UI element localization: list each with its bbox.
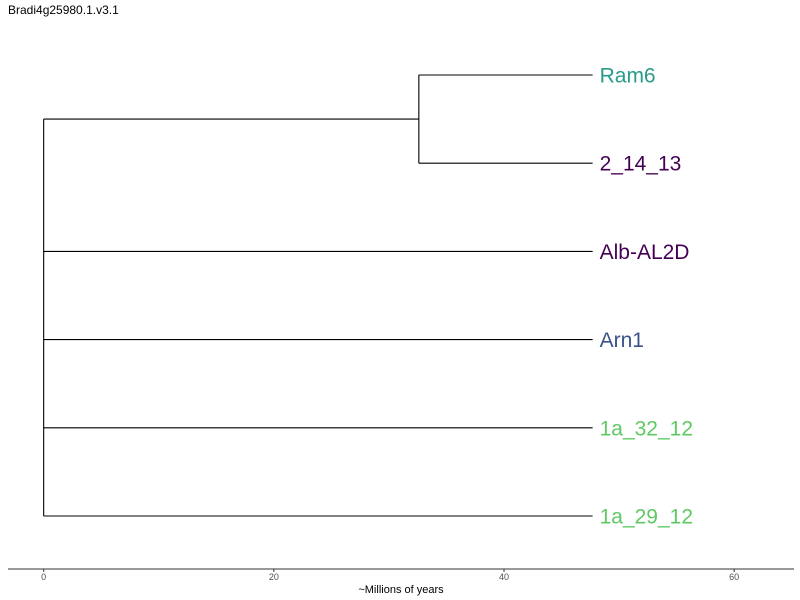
tip-label: 2_14_13 xyxy=(600,153,682,176)
tip-label: Alb-AL2D xyxy=(600,241,690,264)
tip-label: Arn1 xyxy=(600,329,644,352)
tree-branches xyxy=(43,74,593,517)
x-axis-tick-label: 0 xyxy=(41,572,46,582)
tip-label: 1a_29_12 xyxy=(600,506,693,529)
x-axis-tick-label: 20 xyxy=(269,572,279,582)
x-axis: 0 20 40 60 ~Millions of years xyxy=(8,568,794,596)
tip-labels: Ram6 2_14_13 Alb-AL2D Arn1 1a_32_12 1a_29_12 xyxy=(600,65,693,529)
figure-title: Bradi4g25980.1.v3.1 xyxy=(8,3,119,17)
x-axis-tick-label: 60 xyxy=(729,572,739,582)
x-axis-title: ~Millions of years xyxy=(358,584,444,596)
tip-label: 1a_32_12 xyxy=(600,417,693,440)
x-axis-tick-label: 40 xyxy=(499,572,509,582)
tip-label: Ram6 xyxy=(600,65,656,88)
x-axis-ticks: 0 20 40 60 xyxy=(41,569,739,582)
